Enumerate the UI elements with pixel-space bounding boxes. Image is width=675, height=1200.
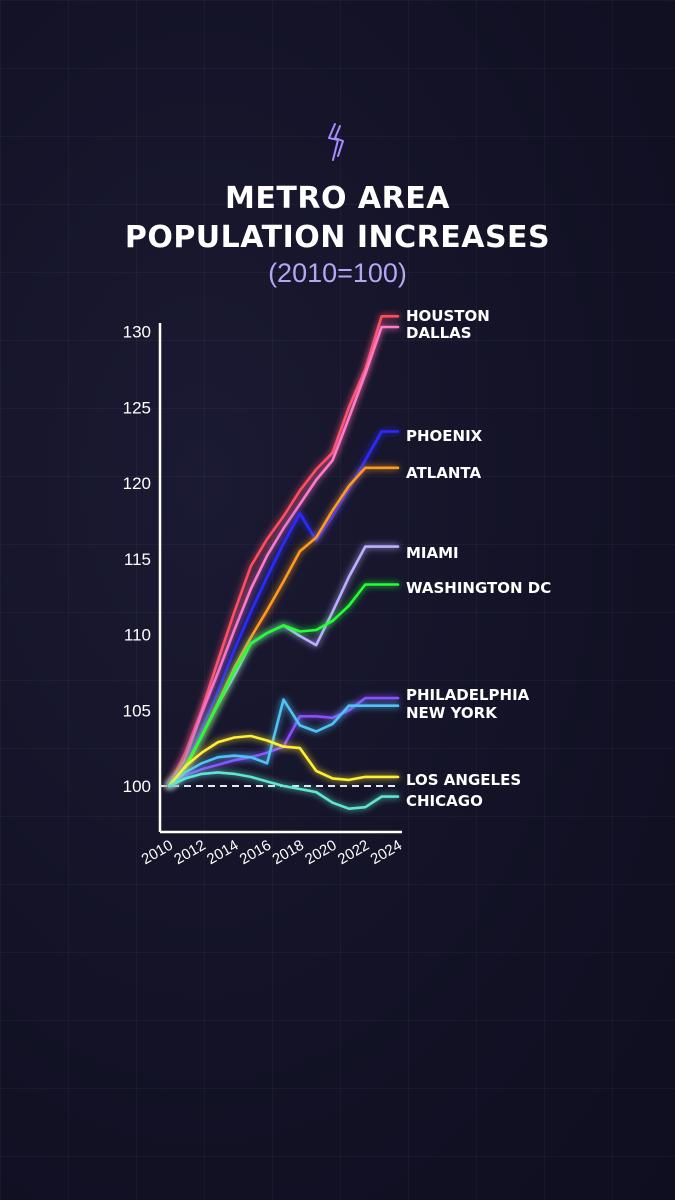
chart-title-line1: METRO AREA [225, 181, 450, 216]
series-label-philadelphia: PHILADELPHIA [406, 686, 530, 704]
y-tick-label: 120 [123, 474, 151, 493]
series-line-phoenix [167, 430, 400, 788]
series-label-phoenix: PHOENIX [406, 427, 483, 445]
series-line-houston [167, 314, 400, 788]
x-tick-label: 2010 [139, 837, 176, 868]
series-label-washington-dc: WASHINGTON DC [406, 579, 551, 597]
x-tick-label: 2014 [204, 837, 241, 868]
series-label-los-angeles: LOS ANGELES [406, 771, 521, 789]
series-label-miami: MIAMI [406, 544, 459, 562]
series-label-atlanta: ATLANTA [406, 464, 481, 482]
chart-axes [158, 323, 402, 834]
y-tick-label: 110 [124, 626, 151, 645]
x-tick-label: 2020 [302, 837, 339, 868]
x-tick-label: 2012 [171, 837, 208, 868]
y-tick-label: 100 [123, 777, 151, 796]
y-tick-label: 125 [123, 398, 151, 417]
series-line-washington-dc [167, 583, 400, 788]
series-label-houston: HOUSTON [406, 307, 490, 325]
lightning-logo-icon [328, 123, 344, 161]
series-label-chicago: CHICAGO [406, 792, 483, 810]
x-tick-label: 2018 [269, 837, 306, 868]
x-tick-label: 2022 [335, 837, 372, 868]
series-line-new-york [167, 698, 400, 788]
series-group [167, 314, 400, 811]
y-tick-label: 105 [123, 701, 151, 720]
x-tick-label: 2016 [237, 837, 274, 868]
series-line-chicago [167, 771, 400, 811]
x-tick-label: 2024 [368, 837, 405, 868]
chart-title-line2: POPULATION INCREASES [124, 220, 551, 255]
series-line-dallas [167, 325, 400, 788]
chart-subtitle: (2010=100) [268, 258, 407, 288]
series-label-new-york: NEW YORK [406, 704, 498, 722]
y-tick-label: 115 [124, 550, 151, 569]
y-tick-label: 130 [123, 323, 151, 342]
y-tick-labels: 100 105 110 115 120 125 130 [123, 323, 151, 797]
series-line-los-angeles [167, 734, 400, 788]
series-label-dallas: DALLAS [406, 324, 472, 342]
